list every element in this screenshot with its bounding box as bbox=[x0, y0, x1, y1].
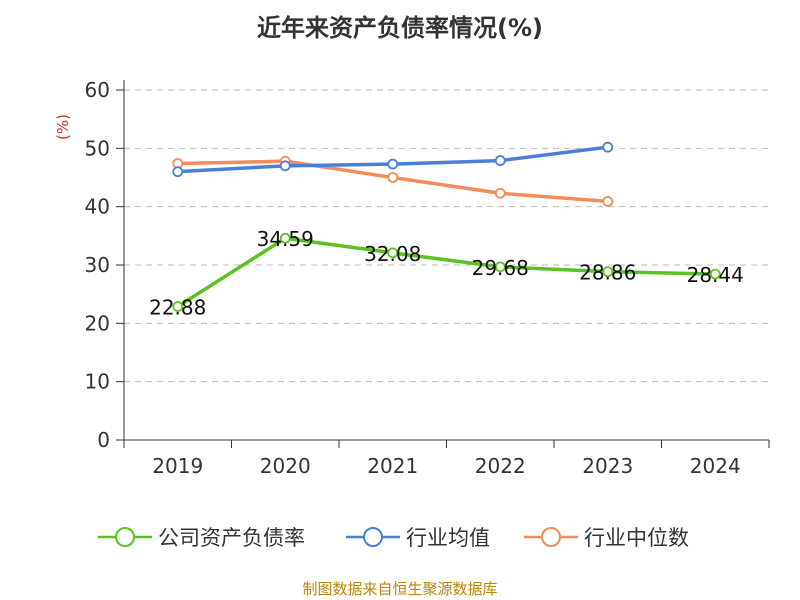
data-point bbox=[602, 266, 614, 278]
series-line-0 bbox=[176, 236, 717, 309]
x-tick-label: 2020 bbox=[260, 454, 311, 478]
data-point bbox=[387, 247, 399, 259]
data-point bbox=[494, 155, 506, 166]
data-point bbox=[494, 261, 506, 273]
data-point bbox=[387, 172, 399, 183]
legend-label: 行业均值 bbox=[406, 526, 490, 550]
data-label: 34.59 bbox=[257, 227, 314, 251]
data-point bbox=[279, 232, 291, 244]
y-tick-label: 10 bbox=[85, 370, 110, 394]
data-point bbox=[172, 301, 184, 312]
data-label: 22.88 bbox=[149, 296, 206, 320]
x-tick-label: 2024 bbox=[690, 454, 741, 478]
legend-marker bbox=[115, 527, 135, 547]
data-point bbox=[602, 141, 614, 153]
data-point bbox=[172, 166, 184, 178]
data-point bbox=[387, 158, 399, 170]
y-tick-label: 0 bbox=[97, 428, 110, 452]
chart-title: 近年来资产负债率情况(%) bbox=[257, 14, 543, 42]
y-tick-label: 50 bbox=[85, 136, 110, 160]
data-point bbox=[494, 187, 506, 199]
x-tick-label: 2019 bbox=[152, 454, 203, 478]
legend-marker bbox=[363, 527, 383, 547]
y-tick-label: 60 bbox=[85, 78, 110, 102]
data-point bbox=[602, 196, 614, 207]
x-tick-label: 2021 bbox=[367, 454, 418, 478]
y-tick-label: 30 bbox=[85, 253, 110, 277]
data-label: 28.86 bbox=[579, 261, 636, 285]
x-tick-label: 2022 bbox=[475, 454, 526, 478]
y-axis-label: (%) bbox=[54, 114, 72, 140]
legend-marker bbox=[541, 527, 561, 547]
data-label: 28.44 bbox=[687, 263, 744, 287]
legend-label: 行业中位数 bbox=[584, 526, 689, 550]
y-tick-label: 20 bbox=[85, 311, 110, 335]
y-tick-label: 40 bbox=[85, 195, 110, 219]
x-tick-label: 2023 bbox=[582, 454, 633, 478]
data-label: 29.68 bbox=[472, 256, 529, 280]
data-point bbox=[279, 160, 291, 172]
data-point bbox=[709, 268, 721, 280]
legend-label: 公司资产负债率 bbox=[158, 526, 305, 550]
data-label: 32.08 bbox=[364, 242, 421, 266]
data-source-note: 制图数据来自恒生聚源数据库 bbox=[302, 580, 498, 598]
